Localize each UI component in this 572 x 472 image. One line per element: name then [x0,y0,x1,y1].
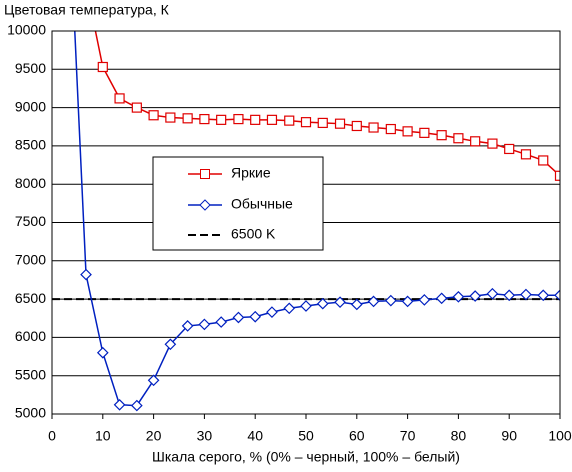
marker [300,300,312,312]
marker [520,149,532,160]
marker [300,117,312,128]
x-tick-label: 80 [451,428,467,444]
y-tick-label: 7500 [15,213,46,229]
x-tick-label: 70 [400,428,416,444]
x-tick-label: 60 [349,428,365,444]
legend-marker [200,169,210,179]
series-line [94,31,560,177]
marker [520,288,532,301]
marker [182,113,193,124]
y-tick-label: 9500 [15,60,46,76]
marker [317,117,328,129]
chart-title: Цветовая температура, К [4,2,170,18]
marker [418,294,431,306]
marker [97,61,108,73]
marker [554,170,560,181]
marker [385,123,396,135]
marker [283,302,296,315]
y-tick-label: 10000 [7,22,46,38]
marker [350,298,363,311]
y-tick-label: 9000 [15,98,46,114]
marker [334,296,346,309]
y-tick-label: 8000 [15,175,46,191]
marker [538,155,549,166]
marker [537,289,550,302]
x-tick-label: 90 [501,428,517,444]
x-tick-label: 10 [95,428,111,444]
y-tick-label: 5500 [15,366,46,382]
marker [131,102,142,113]
marker [249,310,262,323]
marker [199,113,210,125]
marker [452,290,465,303]
legend-label: 6500 K [231,226,276,242]
marker [470,136,481,147]
marker [435,292,448,305]
marker [130,399,143,412]
y-tick-label: 6000 [15,328,46,344]
y-tick-label: 7000 [15,252,46,268]
x-tick-label: 0 [48,428,56,444]
x-axis-label: Шкала серого, % (0% – черный, 100% – бел… [152,449,460,465]
marker [367,295,380,308]
marker [316,297,329,310]
marker [266,306,278,318]
marker [368,122,379,133]
marker [96,346,109,359]
marker [453,133,464,144]
marker [80,268,92,281]
plot-border [51,30,561,415]
marker [419,127,430,138]
marker [284,115,295,126]
marker [486,287,499,300]
marker [148,110,159,121]
marker [114,93,125,104]
marker [503,289,516,302]
marker [147,374,160,387]
marker [436,130,447,141]
marker [165,112,176,123]
marker [164,338,177,351]
marker [402,126,413,137]
marker [504,143,515,155]
x-tick-label: 20 [146,428,162,444]
marker [216,114,227,125]
marker [487,138,498,149]
y-tick-label: 5000 [15,405,46,421]
marker [198,318,211,331]
marker [233,113,244,125]
legend-label: Обычные [231,196,293,212]
marker [113,398,126,411]
y-tick-label: 8500 [15,137,46,153]
legend-label: Яркие [231,165,271,181]
marker [181,320,194,332]
marker [250,114,261,125]
x-tick-label: 50 [298,428,314,444]
marker [384,294,397,307]
marker [232,311,245,324]
marker [401,295,414,308]
marker [334,118,346,129]
marker [469,290,482,302]
x-tick-label: 40 [247,428,263,444]
marker [351,120,362,132]
x-tick-label: 30 [197,428,213,444]
marker [554,289,560,302]
marker [215,316,228,328]
legend-marker [199,199,211,211]
legend [152,156,324,251]
x-tick-label: 100 [548,428,572,444]
marker [266,114,278,125]
y-tick-label: 6500 [15,290,46,306]
